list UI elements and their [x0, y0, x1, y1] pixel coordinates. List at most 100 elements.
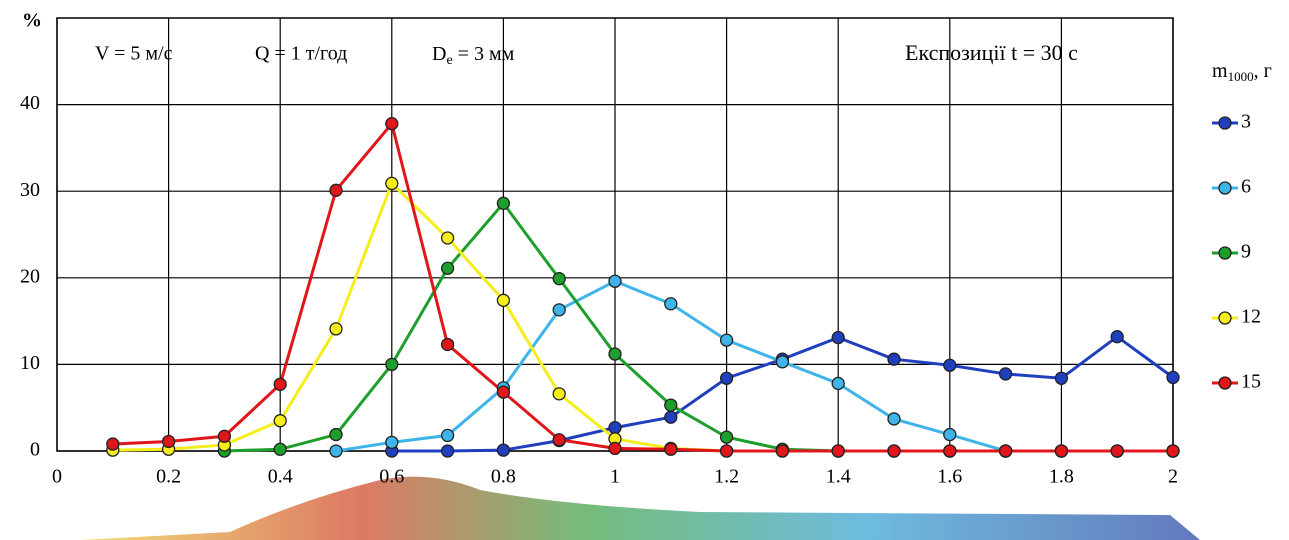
y-tick-label: 40: [20, 92, 40, 114]
data-point: [1166, 444, 1180, 458]
x-tick-label: 0.6: [379, 466, 404, 488]
data-point: [943, 444, 957, 458]
data-point: [552, 387, 566, 401]
y-tick-label: 10: [20, 352, 40, 374]
data-point: [496, 385, 511, 399]
data-point: [329, 427, 343, 442]
data-point: [887, 352, 901, 366]
legend-title-part: 1000: [1228, 69, 1254, 84]
data-point: [1054, 371, 1069, 385]
x-tick-label: 1.6: [937, 466, 962, 488]
legend-label: 6: [1241, 176, 1251, 198]
particle-photo: [80, 476, 1200, 540]
data-point: [385, 357, 399, 372]
legend-marker: [1218, 116, 1232, 130]
data-point: [664, 398, 678, 412]
data-point: [273, 414, 287, 428]
data-point: [775, 444, 790, 458]
annotation-part: e: [446, 53, 452, 68]
data-point: [385, 435, 399, 449]
legend-marker: [1218, 246, 1232, 260]
data-point: [440, 428, 455, 443]
y-tick-label: 0: [30, 439, 40, 461]
data-point: [440, 337, 455, 352]
y-tick-label: 20: [20, 265, 40, 287]
x-tick-label: 0.4: [268, 466, 293, 488]
data-point: [273, 377, 287, 391]
legend-label: 12: [1241, 306, 1261, 328]
annotation: V = 5 м/с: [95, 43, 173, 65]
annotation: Експозиції t = 30 с: [905, 40, 1078, 65]
legend-marker: [1218, 181, 1232, 195]
data-point: [273, 442, 287, 456]
data-point: [719, 444, 734, 458]
x-tick-label: 1: [610, 466, 620, 488]
data-point: [106, 437, 120, 451]
annotation: Q = 1 т/год: [255, 43, 347, 65]
legend-title-part: , г: [1254, 60, 1272, 82]
data-point: [1110, 444, 1124, 458]
x-tick-label: 1.2: [714, 466, 739, 488]
data-point: [719, 333, 734, 347]
annotation-part: = 3 мм: [453, 43, 515, 65]
data-point: [775, 355, 790, 369]
legend-marker: [1218, 311, 1232, 325]
data-point: [719, 371, 734, 385]
data-point: [217, 429, 232, 443]
y-tick-label: 30: [20, 179, 40, 201]
series-line: [224, 200, 1173, 453]
legend-label: 15: [1241, 371, 1261, 393]
legend-marker: [1218, 376, 1232, 390]
data-point: [329, 444, 343, 458]
data-point: [831, 330, 845, 345]
data-point: [496, 443, 511, 457]
data-point: [552, 433, 566, 447]
x-tick-label: 0: [52, 466, 62, 488]
data-point: [664, 410, 678, 424]
data-point: [496, 196, 511, 210]
data-point: [887, 444, 901, 458]
x-tick-label: 0.2: [156, 466, 181, 488]
data-point: [329, 322, 343, 336]
x-tick-label: 1.4: [826, 466, 851, 488]
data-point: [440, 261, 455, 275]
data-point: [496, 293, 511, 307]
data-point: [887, 412, 901, 426]
data-point: [831, 376, 845, 391]
data-point: [998, 444, 1013, 458]
series-line: [112, 120, 1173, 453]
data-point: [385, 176, 399, 191]
legend-label: 9: [1241, 241, 1251, 263]
annotation: De = 3 мм: [432, 43, 515, 69]
x-tick-label: 1.8: [1049, 466, 1074, 488]
x-tick-label: 2: [1168, 466, 1178, 488]
data-point: [329, 183, 343, 197]
x-tick-label: 0.8: [491, 466, 516, 488]
data-point: [440, 444, 455, 458]
legend-title: m1000, г: [1212, 60, 1272, 84]
data-point: [664, 442, 678, 456]
data-point: [552, 272, 566, 286]
data-point: [440, 231, 455, 245]
data-point: [831, 444, 845, 458]
data-point: [608, 420, 622, 435]
annotation-part: D: [432, 43, 446, 65]
data-point: [552, 303, 566, 317]
data-point: [385, 117, 399, 131]
data-point: [998, 367, 1013, 381]
data-point: [1166, 370, 1180, 385]
data-point: [943, 358, 957, 372]
legend-label: 3: [1241, 111, 1251, 133]
series-line: [112, 180, 1173, 453]
data-point: [719, 430, 734, 444]
legend-title-part: m: [1212, 60, 1228, 82]
data-point: [1054, 444, 1069, 458]
data-point: [608, 441, 622, 456]
data-point: [608, 347, 622, 361]
y-axis-label: %: [22, 10, 42, 32]
data-point: [943, 427, 957, 442]
data-point: [1110, 330, 1124, 344]
series-line: [335, 279, 1173, 453]
data-point: [608, 274, 622, 288]
